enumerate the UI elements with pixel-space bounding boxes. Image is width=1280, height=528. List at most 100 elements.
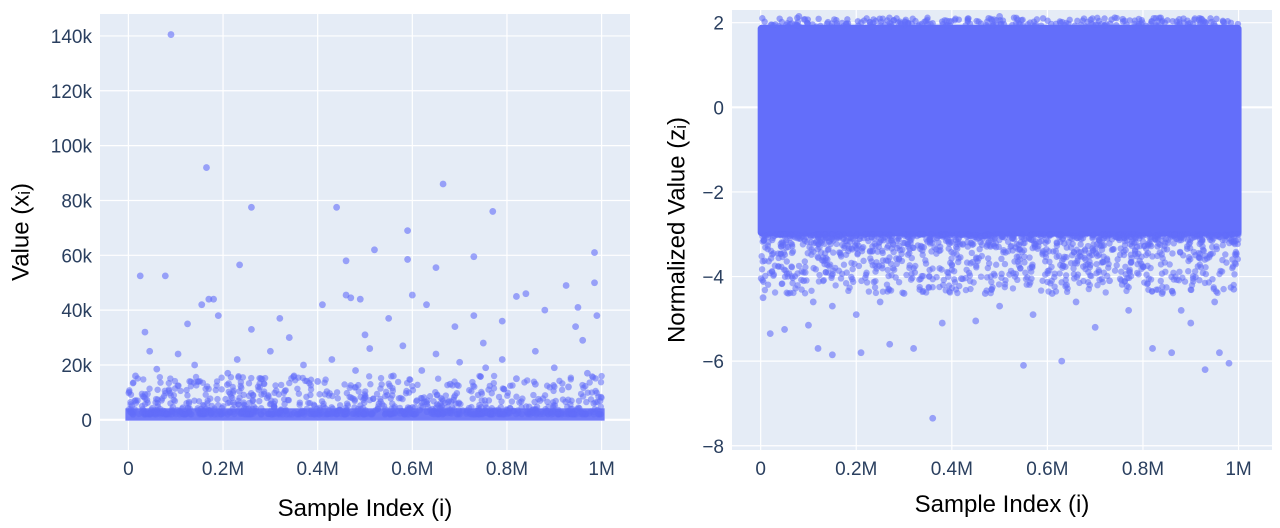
data-point: [308, 408, 315, 415]
data-point: [347, 294, 355, 302]
data-point: [977, 239, 984, 246]
data-point: [362, 388, 369, 395]
data-point: [1057, 19, 1064, 27]
data-point: [783, 258, 790, 265]
data-point: [884, 266, 891, 274]
data-point: [541, 306, 549, 314]
data-point: [1198, 231, 1205, 239]
data-point: [948, 255, 955, 262]
data-point: [483, 409, 491, 417]
data-point: [187, 410, 194, 418]
data-point: [548, 411, 555, 418]
data-point: [970, 279, 977, 286]
data-point: [765, 258, 772, 265]
data-point: [1188, 234, 1196, 242]
data-point: [248, 325, 255, 333]
data-point: [377, 398, 384, 405]
data-point: [398, 407, 406, 415]
data-point: [542, 409, 549, 416]
data-point: [779, 253, 786, 261]
data-point: [927, 231, 935, 238]
data-point: [906, 249, 913, 257]
data-point: [316, 391, 323, 398]
data-point: [256, 397, 263, 405]
data-point: [223, 381, 231, 388]
data-point: [513, 293, 520, 300]
data-point: [948, 284, 956, 292]
data-point: [1202, 264, 1209, 271]
data-point: [316, 404, 323, 412]
data-point: [1071, 233, 1078, 240]
data-point: [574, 304, 582, 311]
data-point: [583, 398, 590, 406]
data-point: [1102, 289, 1109, 296]
chart-panel-1: 0 0.2M 0.4M 0.6M 0.8M 1M 0 20k 40k 60k 80k 100k 120k…: [7, 14, 630, 522]
data-point: [957, 254, 964, 261]
x-tick-label: 0.8M: [486, 459, 528, 480]
data-point: [957, 275, 965, 283]
data-point: [1067, 244, 1075, 251]
data-point: [500, 385, 508, 393]
chart-panel-2: 0 0.2M 0.4M 0.6M 0.8M 1M −8 −6 −4 −2 0 2 Sample Inde…: [663, 10, 1272, 518]
data-point: [366, 345, 374, 352]
data-point: [307, 376, 315, 383]
data-point: [1201, 366, 1209, 374]
data-point: [1230, 285, 1238, 293]
data-point: [1219, 18, 1227, 25]
x-tick-label: 0.2M: [202, 459, 244, 480]
data-point: [959, 240, 966, 247]
data-point: [840, 261, 848, 268]
data-point: [430, 398, 437, 405]
data-point: [185, 400, 193, 407]
data-point: [912, 262, 919, 270]
data-point: [524, 377, 531, 384]
data-point: [1079, 263, 1087, 270]
data-point: [276, 314, 284, 322]
data-point: [229, 405, 236, 413]
data-point: [1107, 20, 1114, 27]
data-point: [968, 249, 976, 257]
data-point: [1089, 235, 1096, 242]
data-point: [922, 260, 930, 267]
data-point: [1029, 244, 1036, 252]
data-point: [170, 396, 177, 404]
data-point: [822, 254, 830, 262]
data-point: [794, 235, 801, 242]
data-point: [794, 270, 801, 277]
data-point: [489, 208, 497, 215]
data-point: [816, 243, 823, 251]
data-point: [524, 410, 531, 417]
data-point: [1161, 19, 1168, 26]
data-point: [1231, 271, 1238, 278]
data-point: [795, 262, 803, 270]
data-point: [1158, 270, 1166, 277]
data-point: [923, 236, 930, 243]
data-point: [1030, 232, 1038, 239]
data-point: [1113, 14, 1120, 22]
data-point: [857, 349, 865, 357]
data-point: [878, 236, 885, 244]
data-point: [879, 247, 886, 255]
data-point: [1154, 252, 1161, 260]
data-point: [128, 409, 135, 417]
data-point: [1114, 256, 1121, 263]
data-point: [1219, 256, 1226, 264]
data-point: [775, 22, 782, 30]
y-tick-label: −2: [702, 183, 724, 204]
data-point: [588, 389, 596, 396]
data-point: [594, 398, 601, 406]
y-tick-label: 2: [713, 14, 724, 35]
data-point: [404, 256, 411, 263]
data-point: [178, 405, 186, 412]
data-point: [424, 403, 431, 410]
data-point: [513, 375, 520, 383]
y-tick-label: 0: [713, 98, 724, 119]
data-point: [1039, 249, 1046, 256]
data-point: [264, 410, 271, 417]
data-point: [1205, 234, 1213, 241]
data-point: [408, 407, 415, 414]
data-point: [1092, 246, 1099, 253]
data-point: [766, 330, 774, 338]
data-point: [1058, 279, 1065, 286]
data-point: [842, 279, 850, 287]
